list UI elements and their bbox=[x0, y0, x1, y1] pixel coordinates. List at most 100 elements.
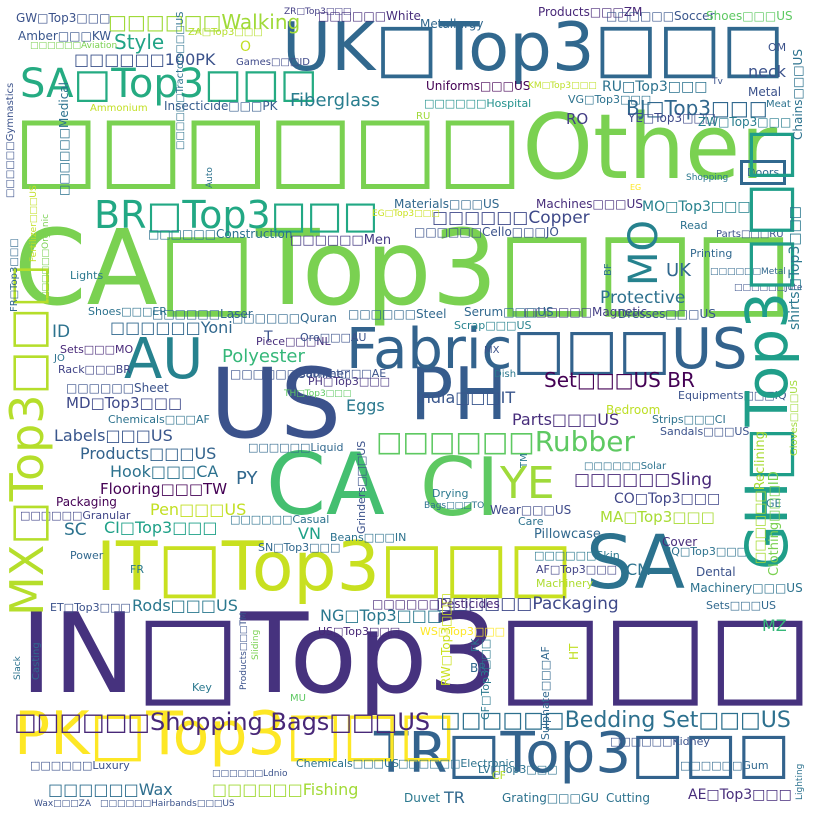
cloud-word: □□□□□□Gum bbox=[680, 759, 769, 772]
cloud-word: neck bbox=[748, 62, 787, 81]
cloud-word: Products□□□ZM bbox=[538, 5, 643, 19]
cloud-word: India□□□IT bbox=[416, 388, 516, 407]
cloud-word: Piece□□□NL bbox=[256, 335, 331, 348]
cloud-word: □□□□□□Bedding Set□□□US bbox=[440, 708, 791, 733]
cloud-word: Chains□□□US bbox=[791, 49, 805, 140]
cloud-word: Sulphate□□□AF bbox=[539, 646, 552, 740]
cloud-word: □□□□□□Skin bbox=[534, 549, 620, 562]
cloud-word: AF□Top3□□□ bbox=[536, 563, 617, 576]
cloud-word: Wax□□□ZA bbox=[34, 799, 91, 809]
cloud-word: CI bbox=[420, 441, 500, 534]
cloud-word: □□□□□□Quran bbox=[232, 311, 337, 325]
cloud-word: CO□Top3□□□ bbox=[614, 491, 721, 507]
cloud-word: Cutting bbox=[606, 791, 650, 805]
cloud-word: KM□Top3□□□ bbox=[528, 81, 597, 91]
cloud-word: Doors bbox=[740, 160, 787, 185]
cloud-word: MX□Top3□□□ bbox=[0, 264, 54, 616]
cloud-word: □□□□□□Men bbox=[290, 233, 392, 248]
cloud-word: □□□□□□Solar bbox=[584, 461, 667, 472]
cloud-word: □□□□□□100PK bbox=[74, 50, 216, 69]
cloud-word: □□□□□□Reclining bbox=[753, 431, 768, 564]
cloud-word: Clothing□□□ID bbox=[767, 471, 782, 576]
cloud-word: TR bbox=[444, 788, 465, 807]
cloud-word: □□□□□□Soccer bbox=[606, 9, 715, 23]
cloud-word: Fabric□□□US bbox=[346, 317, 748, 382]
cloud-word: □□□□□□Wax bbox=[48, 780, 173, 799]
cloud-word: □□□□□□Rubber bbox=[376, 425, 635, 458]
cloud-word: T bbox=[264, 329, 273, 345]
cloud-word: □□□□□□Hospital bbox=[424, 97, 532, 110]
cloud-word: OM bbox=[768, 41, 787, 54]
cloud-word: □□□□□□Other bbox=[14, 96, 778, 200]
cloud-word: AU bbox=[124, 327, 204, 392]
cloud-word: □□□□□□Aviation bbox=[30, 41, 118, 51]
cloud-word: EG bbox=[630, 183, 642, 192]
cloud-word: Lights bbox=[70, 269, 104, 282]
cloud-word: Power bbox=[70, 549, 104, 562]
cloud-word: ZA□Top3□□□ bbox=[188, 27, 263, 38]
cloud-word: BF bbox=[603, 263, 614, 276]
cloud-word: Flooring□□□TW bbox=[100, 480, 228, 498]
cloud-word: Style bbox=[114, 30, 165, 54]
cloud-word: Machinery□□□US bbox=[690, 581, 803, 595]
cloud-word: Shoes□□□US bbox=[706, 9, 793, 23]
cloud-word: MO□Top3□□□ bbox=[642, 199, 751, 215]
cloud-word: EG□Top3□□□ bbox=[372, 209, 440, 219]
cloud-word: Care bbox=[518, 515, 544, 528]
cloud-word: Dresses□□□US bbox=[618, 307, 716, 321]
cloud-word: WS□Top3□□□ bbox=[420, 625, 505, 638]
cloud-word: RU□Top3□□□ bbox=[602, 79, 708, 95]
cloud-word: VN bbox=[298, 524, 321, 543]
cloud-word: Games□□□ID bbox=[236, 57, 310, 68]
cloud-word: Shoes□□□ER bbox=[88, 305, 167, 318]
cloud-word: MA□Top3□□□ bbox=[600, 508, 715, 526]
cloud-word: SN□Top3□□□ bbox=[258, 541, 341, 554]
cloud-word: ID bbox=[52, 322, 71, 342]
cloud-word: CF bbox=[492, 769, 507, 782]
cloud-word: Beans□□□IN bbox=[330, 531, 407, 544]
cloud-word: Printing bbox=[690, 247, 733, 260]
cloud-word: Machines□□□US bbox=[536, 197, 643, 211]
cloud-word: □□□□□□Ldnio bbox=[212, 769, 288, 779]
cloud-word: PH□Top3□□□ bbox=[308, 375, 391, 388]
cloud-word: Labels□□□US bbox=[54, 426, 173, 445]
cloud-word: JO bbox=[54, 353, 65, 364]
cloud-word: FR bbox=[130, 563, 144, 576]
cloud-word: □□□□□□White bbox=[318, 9, 421, 23]
cloud-word: □□□□□□Hairbands□□□US bbox=[100, 799, 235, 809]
cloud-word: SA□Top3□□□ bbox=[20, 61, 318, 107]
cloud-word: Products□□□TM bbox=[239, 612, 249, 690]
cloud-word: □□□□□□Copper bbox=[432, 208, 590, 228]
cloud-word: □□□□□□Tractors□□□US bbox=[175, 11, 186, 150]
cloud-word: BJ□Top3□□□ bbox=[626, 96, 768, 120]
cloud-word: MX bbox=[484, 345, 500, 356]
cloud-word: Rack□□□BR bbox=[58, 363, 131, 376]
cloud-word: RO bbox=[566, 110, 589, 128]
cloud-word: Grating□□□GU bbox=[502, 791, 599, 805]
cloud-word: Equipments□□□IQ bbox=[678, 389, 787, 402]
cloud-word: Sets□□□US bbox=[706, 599, 777, 612]
cloud-word: RW□Top3□□□ bbox=[439, 593, 453, 686]
cloud-word: Materials□□□US bbox=[394, 197, 500, 211]
cloud-word: US bbox=[210, 348, 342, 460]
cloud-word: Bags□□□TO bbox=[424, 501, 485, 511]
cloud-word: □□□□□□Luxury bbox=[30, 759, 130, 772]
cloud-word: shirts□Top3□□□ bbox=[787, 205, 803, 330]
cloud-word: □□□□□□Walking bbox=[108, 10, 301, 34]
cloud-word: □□□□□□Summer bbox=[230, 367, 349, 381]
cloud-word: Dish bbox=[494, 369, 517, 380]
cloud-word: Gloves□□□US bbox=[789, 380, 800, 456]
cloud-word: □□□□□□Jute bbox=[734, 283, 803, 293]
cloud-word: □□□□□□Laser bbox=[152, 307, 253, 321]
cloud-word: □□□□□□Construction bbox=[148, 227, 293, 241]
cloud-word: □□□□□□Sheet bbox=[66, 381, 169, 395]
cloud-word: □□□□□□Gymnastics bbox=[5, 82, 16, 198]
cloud-word: □□□□□□Shopping Bags□□□US bbox=[14, 708, 431, 736]
cloud-word: Polyester bbox=[222, 346, 305, 367]
cloud-word: Packaging bbox=[56, 495, 117, 509]
cloud-word: HT bbox=[567, 643, 581, 660]
cloud-word: Sets□□□MO bbox=[60, 343, 134, 356]
cloud-word: Serum□□□US bbox=[464, 305, 554, 319]
cloud-word: NG□Top3□□□ bbox=[320, 606, 443, 625]
